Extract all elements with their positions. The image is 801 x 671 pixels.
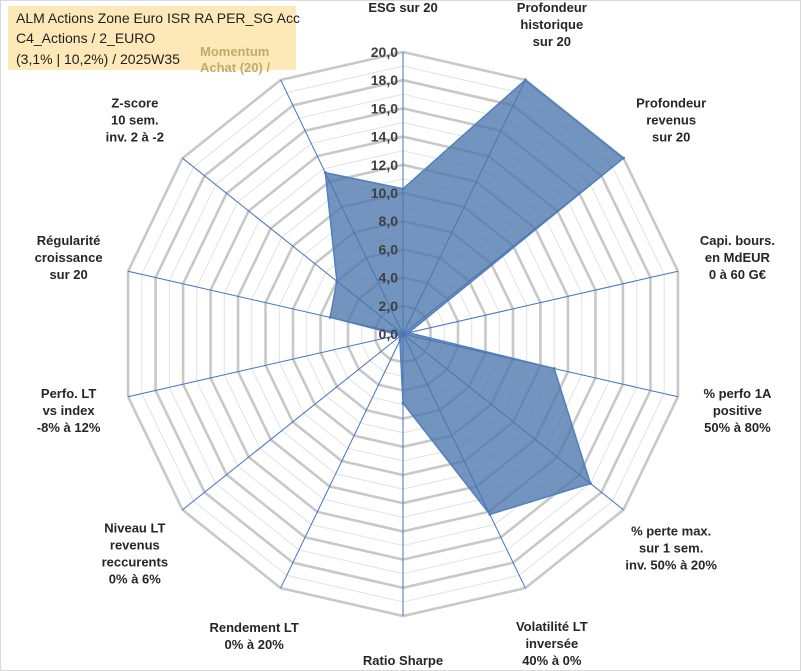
- axis-label-8: Ratio Sharpe0 à 1: [363, 653, 443, 671]
- spoke-9: [280, 333, 404, 589]
- chart-title-line-1: ALM Actions Zone Euro ISR RA PER_SG Acc: [16, 10, 301, 26]
- axis-label-2: Profondeur historique sur 20: [517, 0, 587, 49]
- data-point-9: [398, 338, 402, 342]
- axis-label-11: Perfo. LT vs index -8% à 12%: [37, 386, 101, 435]
- spoke-11: [127, 333, 404, 398]
- axis-label-13: Z-score 10 sem. inv. 2 à -2: [106, 95, 164, 144]
- axis-label-7: Volatilité LT inversée 40% à 0%: [516, 619, 588, 668]
- data-point-6: [588, 481, 592, 485]
- axis-label-1: NoteESG sur 20: [368, 0, 437, 15]
- axis-label-5: % perfo 1A positive 50% à 80%: [703, 386, 772, 435]
- spoke-10: [182, 333, 404, 511]
- chart-title-line-2: C4_Actions / 2_EURO: [16, 30, 156, 46]
- data-point-5: [552, 367, 556, 371]
- tick-label: 12,0: [371, 157, 398, 173]
- axis-label-12: Régularité croissance sur 20: [35, 233, 103, 282]
- data-point-1: [401, 187, 405, 191]
- tick-label: 18,0: [371, 72, 398, 88]
- data-point-13: [335, 279, 339, 283]
- axis-label-10: Niveau LT revenus reccurents 0% à 6%: [102, 520, 168, 586]
- axis-label-3: Profondeur revenus sur 20: [636, 95, 706, 144]
- spoke-4: [402, 270, 679, 335]
- data-point-11: [397, 333, 401, 337]
- chart-title-line-3: (3,1% | 10,2%) / 2025W35: [16, 51, 180, 67]
- tick-label: 6,0: [379, 241, 399, 257]
- data-point-2: [523, 78, 527, 82]
- momentum-label-line-2: Achat (20) /: [200, 60, 271, 75]
- axis-label-6: % perte max. sur 1 sem. inv. 50% à 20%: [625, 524, 717, 573]
- tick-label: 14,0: [371, 129, 398, 145]
- tick-label: 10,0: [371, 185, 398, 201]
- tick-label: 0,0: [379, 326, 399, 342]
- data-point-12: [328, 315, 332, 319]
- data-point-7: [488, 512, 492, 516]
- momentum-label-line-1: Momentum: [200, 44, 270, 59]
- data-point-8: [401, 401, 405, 405]
- axis-label-9: Rendement LT 0% à 20%: [210, 620, 299, 652]
- tick-label: 8,0: [379, 213, 399, 229]
- data-point-14: [323, 171, 327, 175]
- tick-label: 20,0: [371, 44, 398, 60]
- axis-label-4: Capi. bours. en MdEUR 0 à 60 G€: [700, 233, 775, 282]
- tick-label: 16,0: [371, 100, 398, 116]
- chart-title-box: ALM Actions Zone Euro ISR RA PER_SG Acc …: [8, 6, 300, 75]
- data-point-3: [621, 156, 625, 160]
- tick-label: 4,0: [379, 270, 399, 286]
- radar-tick-labels: 0,0 2,0 4,0 6,0 8,0 10,0 12,0 14,0 16,0 18,0 20,0: [371, 44, 398, 342]
- data-point-4: [406, 331, 410, 335]
- radar-series: [323, 78, 625, 516]
- tick-label: 2,0: [379, 298, 399, 314]
